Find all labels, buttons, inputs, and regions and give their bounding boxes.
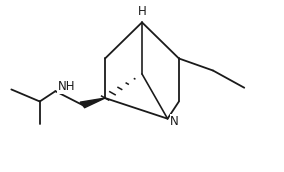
Text: H: H — [138, 5, 146, 18]
Text: N: N — [170, 115, 179, 128]
Text: NH: NH — [58, 80, 76, 93]
Polygon shape — [80, 98, 105, 108]
